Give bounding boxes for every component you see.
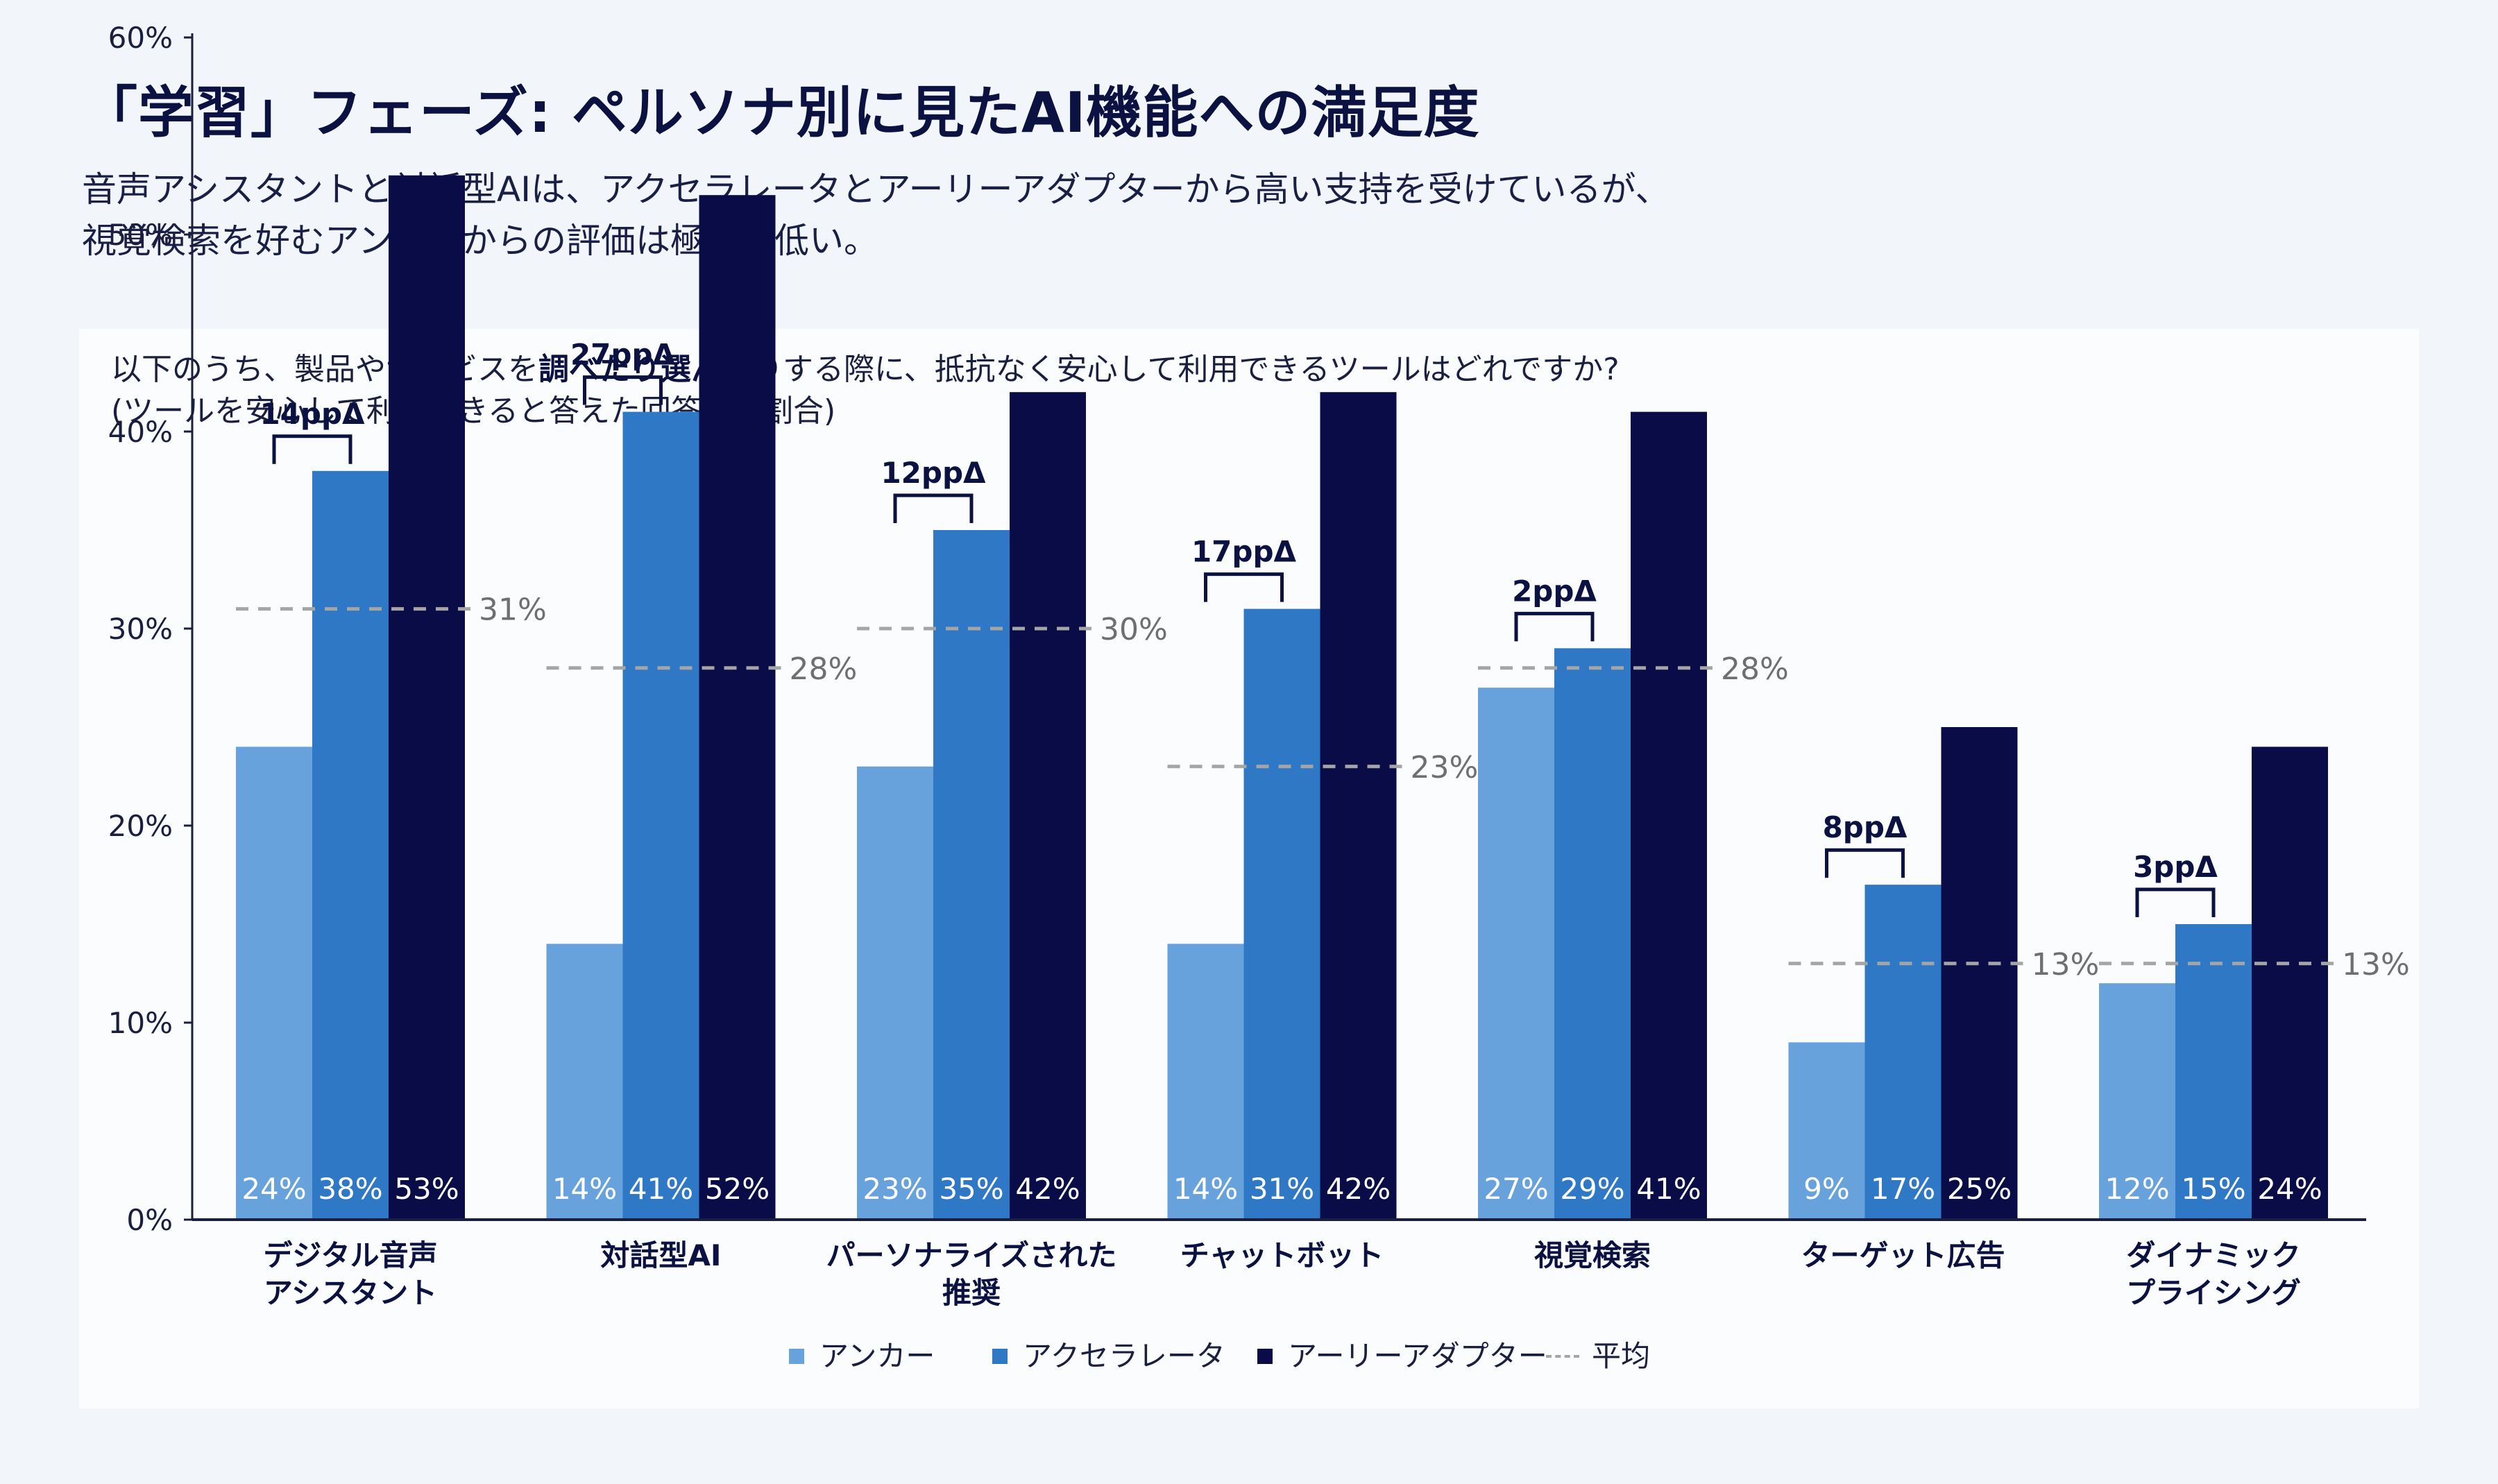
data-label-anchor: 9% xyxy=(1803,1172,1850,1206)
data-label-anchor: 12% xyxy=(2105,1172,2169,1206)
bar-accelerator xyxy=(622,411,699,1220)
gap-bracket xyxy=(583,375,663,405)
legend-swatch-average xyxy=(1546,1354,1579,1358)
gap-label: 17ppΔ xyxy=(1191,535,1297,569)
x-category-label: ダイナミック xyxy=(2126,1238,2300,1272)
data-label-accelerator: 41% xyxy=(629,1172,693,1206)
gap-label: 8ppΔ xyxy=(1823,810,1908,844)
x-category-label: チャットボット xyxy=(1180,1238,1384,1272)
x-category-label: 視覚検索 xyxy=(1534,1238,1651,1272)
data-label-accelerator: 31% xyxy=(1250,1172,1314,1206)
gap-label: 2ppΔ xyxy=(1512,574,1597,608)
legend-item-accelerator: アクセラレータ xyxy=(992,1336,1225,1377)
data-label-accelerator: 29% xyxy=(1560,1172,1624,1206)
y-tick-label: 10% xyxy=(108,1006,173,1040)
bar-anchor xyxy=(236,747,312,1220)
y-tick-label: 30% xyxy=(108,612,173,646)
data-label-anchor: 23% xyxy=(863,1172,927,1206)
data-label-anchor: 27% xyxy=(1484,1172,1548,1206)
legend-item-early-adopter: アーリーアダプター xyxy=(1257,1336,1547,1377)
legend-item-average: 平均 xyxy=(1546,1336,1650,1377)
legend-label-anchor: アンカー xyxy=(819,1339,935,1373)
gap-bracket xyxy=(1514,611,1595,642)
data-label-anchor: 14% xyxy=(552,1172,617,1206)
y-tick-label: 20% xyxy=(108,809,173,843)
legend-swatch-early-adopter xyxy=(1257,1348,1273,1364)
legend-label-early-adopter: アーリーアダプター xyxy=(1288,1339,1547,1373)
gap-label: 12ppΔ xyxy=(881,456,986,490)
average-label: 13% xyxy=(2342,947,2410,982)
bar-anchor xyxy=(2099,983,2175,1220)
x-category-label: ターゲット広告 xyxy=(1801,1238,2005,1272)
gap-label: 14ppΔ xyxy=(260,397,365,431)
x-category-label: デジタル音声 xyxy=(263,1238,437,1272)
x-category-label: 推奨 xyxy=(942,1276,1001,1310)
data-label-early-adopter: 53% xyxy=(394,1172,459,1206)
data-label-accelerator: 15% xyxy=(2181,1172,2245,1206)
bar-accelerator xyxy=(1554,648,1631,1220)
chart-legend: アンカー アクセラレータ アーリーアダプター 平均 xyxy=(0,1336,2498,1377)
legend-label-accelerator: アクセラレータ xyxy=(1023,1339,1225,1373)
average-label: 23% xyxy=(1411,750,1479,785)
question-text-part2: する際に、抵抗なく安心して利用できるツールはどれですか? xyxy=(783,352,1620,387)
bar-early-adopter xyxy=(1941,727,2018,1220)
bar-anchor xyxy=(1788,1042,1865,1220)
data-label-anchor: 14% xyxy=(1173,1172,1238,1206)
bar-accelerator xyxy=(1864,885,1942,1220)
legend-item-anchor: アンカー xyxy=(789,1336,935,1377)
bar-anchor xyxy=(857,766,933,1220)
bar-accelerator xyxy=(1243,608,1320,1220)
gap-label: 27ppΔ xyxy=(570,338,676,372)
question-text-part1: 以下のうち、製品やサービスを xyxy=(111,352,538,387)
y-tick-label: 0% xyxy=(126,1203,173,1237)
y-tick-label: 60% xyxy=(108,21,173,55)
page-title: 「学習」フェーズ: ペルソナ別に見たAI機能への満足度 xyxy=(82,80,1480,145)
data-label-accelerator: 35% xyxy=(939,1172,1003,1206)
bar-anchor xyxy=(1167,944,1244,1220)
average-label: 31% xyxy=(479,592,547,628)
subtitle-line-1: 音声アシスタントと対話型AIは、アクセラレータとアーリーアダプターから高い支持を… xyxy=(82,169,1670,210)
data-label-early-adopter: 24% xyxy=(2257,1172,2322,1206)
x-category-label: アシスタント xyxy=(264,1276,437,1310)
bar-accelerator xyxy=(312,470,389,1220)
bar-anchor xyxy=(1478,688,1554,1220)
data-label-anchor: 24% xyxy=(241,1172,306,1206)
x-category-label: 対話型AI xyxy=(600,1238,721,1272)
data-label-early-adopter: 52% xyxy=(705,1172,770,1206)
bar-anchor xyxy=(546,944,623,1220)
data-label-early-adopter: 42% xyxy=(1326,1172,1391,1206)
data-label-early-adopter: 25% xyxy=(1947,1172,2012,1206)
data-label-accelerator: 17% xyxy=(1871,1172,1935,1206)
gap-bracket xyxy=(893,493,974,523)
bar-early-adopter xyxy=(1010,392,1086,1220)
bar-early-adopter xyxy=(699,195,776,1220)
data-label-accelerator: 38% xyxy=(318,1172,382,1206)
legend-label-average: 平均 xyxy=(1592,1339,1651,1373)
average-label: 30% xyxy=(1100,612,1168,647)
legend-swatch-anchor xyxy=(789,1348,804,1364)
bar-early-adopter xyxy=(1320,392,1397,1220)
data-label-early-adopter: 42% xyxy=(1015,1172,1080,1206)
average-label: 28% xyxy=(1721,651,1789,687)
gap-bracket xyxy=(1204,572,1284,602)
y-tick-label: 40% xyxy=(108,415,173,449)
bar-accelerator xyxy=(2175,924,2252,1220)
data-label-early-adopter: 41% xyxy=(1636,1172,1701,1206)
average-label: 28% xyxy=(790,651,858,687)
gap-bracket xyxy=(272,434,352,464)
legend-swatch-accelerator xyxy=(992,1348,1008,1364)
average-label: 13% xyxy=(2032,947,2100,982)
gap-bracket xyxy=(2135,887,2216,917)
bar-accelerator xyxy=(933,530,1010,1220)
bar-early-adopter xyxy=(389,175,465,1220)
y-tick-label: 50% xyxy=(108,218,173,252)
gap-bracket xyxy=(1825,848,1905,878)
gap-label: 3ppΔ xyxy=(2133,850,2218,884)
x-category-label: プライシング xyxy=(2126,1276,2301,1310)
bar-early-adopter xyxy=(2252,747,2328,1220)
x-category-label: パーソナライズされた xyxy=(826,1238,1117,1272)
bar-early-adopter xyxy=(1631,411,1707,1220)
